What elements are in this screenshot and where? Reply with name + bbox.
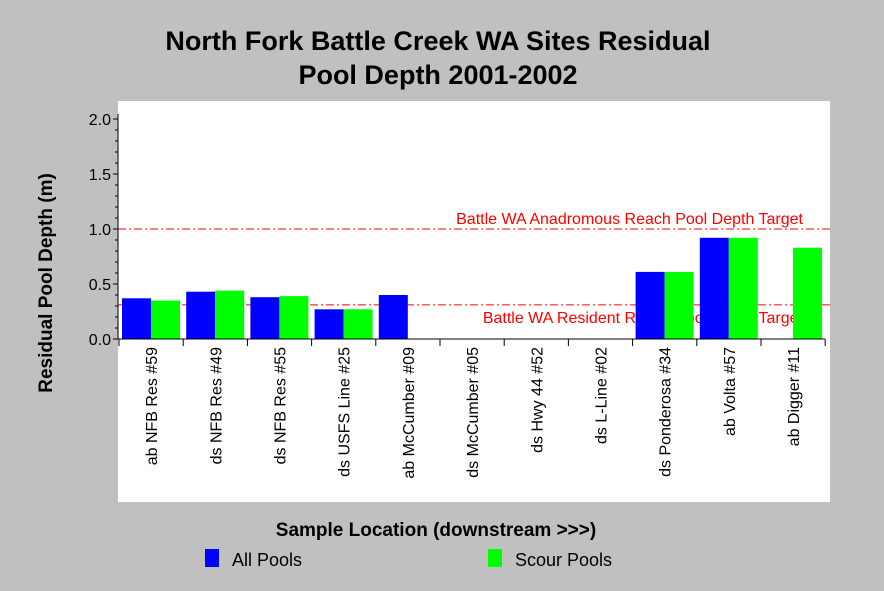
- category-label-9: ds Ponderosa #34: [658, 347, 675, 477]
- y-tick-label: 0.5: [89, 277, 111, 294]
- chart-title-line-1: North Fork Battle Creek WA Sites Residua…: [165, 26, 710, 56]
- category-label-11: ab Digger #11: [786, 347, 803, 446]
- category-labels-group: ab NFB Res #59 ds NFB Res #49 ds NFB Res #…: [144, 347, 803, 479]
- category-label-8: ds L-Line #02: [594, 347, 611, 444]
- bar-all-pools-9: [635, 271, 665, 339]
- bar-all-pools-4: [314, 309, 344, 339]
- category-label-5: ab McCumber #09: [401, 347, 418, 479]
- legend-swatch-2: [488, 549, 502, 567]
- bar-all-pools-2: [186, 291, 216, 339]
- x-axis-title: Sample Location (downstream >>>): [276, 520, 596, 541]
- category-label-7: ds Hwy 44 #52: [529, 347, 546, 453]
- bar-all-pools-1: [122, 298, 151, 339]
- y-ticks-group: 0.0 0.5 1.0 1.5 2.0: [89, 112, 118, 349]
- y-tick-label: 1.5: [89, 167, 111, 184]
- y-tick-label: 2.0: [89, 112, 111, 129]
- category-label-3: ds NFB Res #55: [273, 347, 290, 464]
- reference-line-label-1: Battle WA Anadromous Reach Pool Depth Ta…: [456, 211, 803, 228]
- legend-swatch-1: [205, 549, 219, 567]
- legend-label-1: All Pools: [232, 550, 302, 570]
- y-tick-label: 0.0: [89, 332, 111, 349]
- chart-title-line-2: Pool Depth 2001-2002: [298, 60, 577, 90]
- bar-scour-pools-10: [728, 237, 758, 339]
- legend: All Pools Scour Pools: [205, 549, 612, 570]
- category-label-1: ab NFB Res #59: [144, 347, 161, 465]
- category-label-6: ds McCumber #05: [465, 347, 482, 478]
- legend-label-2: Scour Pools: [515, 550, 612, 570]
- y-tick-label: 1.0: [89, 222, 111, 239]
- category-label-10: ab Volta #57: [722, 347, 739, 436]
- bar-scour-pools-9: [664, 271, 694, 339]
- category-label-4: ds USFS Line #25: [337, 347, 354, 477]
- category-label-2: ds NFB Res #49: [208, 347, 225, 464]
- bar-scour-pools-4: [343, 309, 373, 339]
- bar-scour-pools-1: [151, 300, 180, 339]
- bar-all-pools-10: [699, 237, 729, 339]
- bar-all-pools-3: [250, 297, 280, 339]
- bar-scour-pools-11: [793, 247, 822, 339]
- y-axis-title: Residual Pool Depth (m): [36, 173, 57, 393]
- bar-scour-pools-3: [279, 296, 309, 339]
- bar-scour-pools-2: [215, 290, 245, 339]
- bar-all-pools-5: [378, 295, 408, 339]
- bars-group: [122, 237, 822, 339]
